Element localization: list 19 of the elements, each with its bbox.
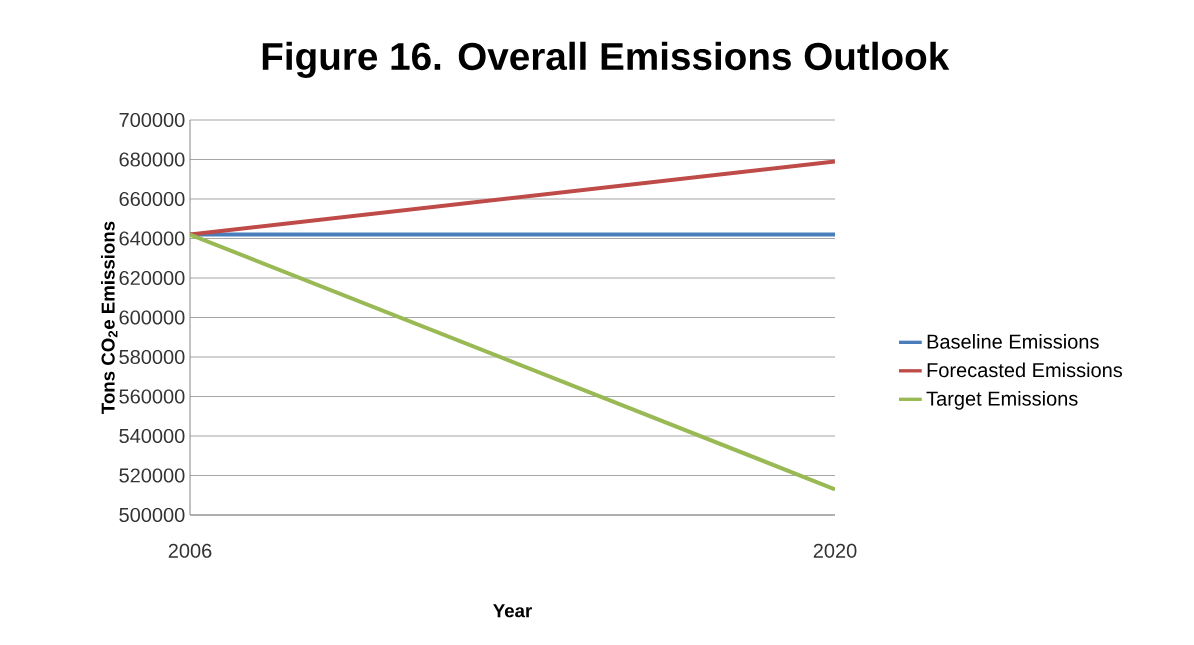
y-tick-label: 540000 bbox=[119, 428, 185, 444]
y-tick-label: 700000 bbox=[119, 112, 185, 128]
y-tick-label: 600000 bbox=[119, 310, 185, 325]
x-axis-title: Year bbox=[493, 604, 532, 618]
legend-label: Baseline Emissions bbox=[927, 334, 1099, 349]
y-tick-label: 620000 bbox=[119, 270, 185, 286]
legend-label: Target Emissions bbox=[926, 391, 1078, 410]
x-tick-label: 2020 bbox=[813, 543, 857, 558]
y-tick-label: 580000 bbox=[119, 349, 185, 365]
y-tick-label: 500000 bbox=[119, 507, 185, 523]
y-tick-label: 680000 bbox=[119, 152, 185, 167]
y-tick-label: 640000 bbox=[119, 231, 185, 246]
x-tick-label: 2006 bbox=[168, 543, 212, 558]
y-tick-label: 660000 bbox=[119, 191, 185, 207]
y-tick-label: 560000 bbox=[119, 389, 185, 404]
y-axis-title: Tons CO$_{2}$e Emissions bbox=[101, 221, 118, 414]
chart-title: Figure 16. Overall Emissions Outlook bbox=[262, 41, 950, 78]
legend-label: Forecasted Emissions bbox=[927, 362, 1123, 378]
y-tick-label: 520000 bbox=[119, 468, 185, 483]
